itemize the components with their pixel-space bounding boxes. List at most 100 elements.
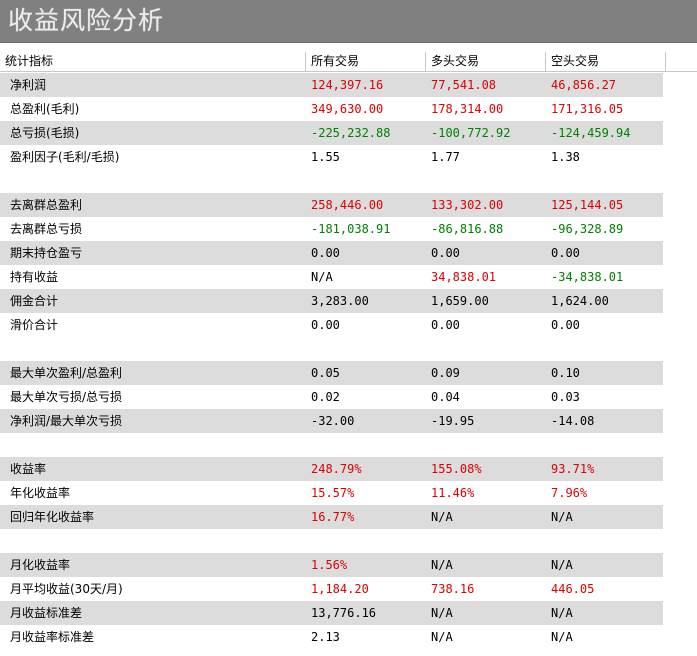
table-row: 滑价合计 0.00 0.00 0.00 (0, 313, 663, 337)
value-short-trades: N/A (551, 558, 573, 572)
value-long-trades: 11.46% (431, 486, 475, 500)
row-label: 月平均收益(30天/月) (10, 582, 123, 596)
value-long-trades: -100,772.92 (431, 126, 511, 140)
table-row: 最大单次亏损/总亏损 0.02 0.04 0.03 (0, 385, 663, 409)
row-label: 持有收益 (10, 270, 59, 284)
value-short-trades: -124,459.94 (551, 126, 631, 140)
value-all-trades: 0.00 (311, 246, 340, 260)
value-short-trades: 125,144.05 (551, 198, 624, 212)
table-row: 持有收益 N/A 34,838.01 -34,838.01 (0, 265, 663, 289)
value-long-trades: 77,541.08 (431, 78, 497, 92)
value-long-trades: 1,659.00 (431, 294, 489, 308)
stats-table-body: 净利润 124,397.16 77,541.08 46,856.27 总盈利(毛利) 34… (0, 73, 697, 649)
value-long-trades: N/A (431, 606, 453, 620)
table-row: 去离群总亏损 -181,038.91 -86,816.88 -96,328.89 (0, 217, 663, 241)
value-long-trades: -19.95 (431, 414, 475, 428)
value-all-trades: N/A (311, 270, 333, 284)
value-all-trades: 258,446.00 (311, 198, 384, 212)
value-all-trades: 15.57% (311, 486, 355, 500)
value-all-trades: 3,283.00 (311, 294, 369, 308)
row-label: 净利润/最大单次亏损 (10, 414, 123, 428)
value-short-trades: 1,624.00 (551, 294, 609, 308)
value-long-trades: 0.00 (431, 318, 460, 332)
value-all-trades: -32.00 (311, 414, 355, 428)
column-header-long-trades[interactable]: 多头交易 (426, 52, 546, 71)
value-all-trades: 0.02 (311, 390, 340, 404)
row-label: 盈利因子(毛利/毛损) (10, 150, 120, 164)
row-label: 佣金合计 (10, 294, 59, 308)
column-header-short-trades[interactable]: 空头交易 (546, 52, 666, 71)
table-row: 期末持仓盈亏 0.00 0.00 0.00 (0, 241, 663, 265)
table-row: 收益率 248.79% 155.08% 93.71% (0, 457, 663, 481)
value-all-trades: 0.05 (311, 366, 340, 380)
table-row: 月平均收益(30天/月) 1,184.20 738.16 446.05 (0, 577, 663, 601)
row-label: 期末持仓盈亏 (10, 246, 83, 260)
value-all-trades: 1.55 (311, 150, 340, 164)
row-label: 净利润 (10, 78, 47, 92)
value-short-trades: 0.10 (551, 366, 580, 380)
table-row: 盈利因子(毛利/毛损) 1.55 1.77 1.38 (0, 145, 663, 169)
table-row: 最大单次盈利/总盈利 0.05 0.09 0.10 (0, 361, 663, 385)
value-short-trades: N/A (551, 606, 573, 620)
spacer-row (0, 529, 663, 553)
row-label: 滑价合计 (10, 318, 59, 332)
value-short-trades: 46,856.27 (551, 78, 617, 92)
row-label: 年化收益率 (10, 486, 71, 500)
row-label: 去离群总亏损 (10, 222, 83, 236)
value-long-trades: 1.77 (431, 150, 460, 164)
title-bar: 收益风险分析 (0, 0, 697, 43)
value-long-trades: N/A (431, 630, 453, 644)
value-short-trades: 93.71% (551, 462, 595, 476)
spacer-row (0, 337, 663, 361)
value-all-trades: -181,038.91 (311, 222, 391, 236)
table-row: 总盈利(毛利) 349,630.00 178,314.00 171,316.05 (0, 97, 663, 121)
row-label: 最大单次亏损/总亏损 (10, 390, 123, 404)
value-all-trades: 1,184.20 (311, 582, 369, 596)
value-all-trades: 0.00 (311, 318, 340, 332)
value-short-trades: N/A (551, 630, 573, 644)
value-long-trades: 0.09 (431, 366, 460, 380)
table-row: 总亏损(毛损) -225,232.88 -100,772.92 -124,459.94 (0, 121, 663, 145)
page-title: 收益风险分析 (8, 6, 165, 35)
table-row: 月收益标准差 13,776.16 N/A N/A (0, 601, 663, 625)
value-long-trades: 0.04 (431, 390, 460, 404)
spacer-row (0, 433, 663, 457)
row-label: 月收益标准差 (10, 606, 83, 620)
value-short-trades: -34,838.01 (551, 270, 624, 284)
column-header-all-trades[interactable]: 所有交易 (306, 52, 426, 71)
value-short-trades: 0.00 (551, 246, 580, 260)
table-row: 佣金合计 3,283.00 1,659.00 1,624.00 (0, 289, 663, 313)
value-short-trades: 171,316.05 (551, 102, 624, 116)
table-row: 月收益率标准差 2.13 N/A N/A (0, 625, 663, 649)
row-label: 收益率 (10, 462, 47, 476)
value-long-trades: 178,314.00 (431, 102, 504, 116)
table-row: 净利润 124,397.16 77,541.08 46,856.27 (0, 73, 663, 97)
table-row: 去离群总盈利 258,446.00 133,302.00 125,144.05 (0, 193, 663, 217)
row-label: 总亏损(毛损) (10, 126, 80, 140)
value-short-trades: 0.00 (551, 318, 580, 332)
value-all-trades: 248.79% (311, 462, 362, 476)
table-row: 净利润/最大单次亏损 -32.00 -19.95 -14.08 (0, 409, 663, 433)
value-short-trades: -14.08 (551, 414, 595, 428)
table-row: 月化收益率 1.56% N/A N/A (0, 553, 663, 577)
value-short-trades: N/A (551, 510, 573, 524)
value-long-trades: 738.16 (431, 582, 475, 596)
row-label: 去离群总盈利 (10, 198, 83, 212)
row-label: 月化收益率 (10, 558, 71, 572)
value-long-trades: 0.00 (431, 246, 460, 260)
value-short-trades: 1.38 (551, 150, 580, 164)
value-all-trades: 16.77% (311, 510, 355, 524)
row-label: 最大单次盈利/总盈利 (10, 366, 123, 380)
value-long-trades: N/A (431, 558, 453, 572)
value-all-trades: 1.56% (311, 558, 348, 572)
value-short-trades: 446.05 (551, 582, 595, 596)
row-label: 总盈利(毛利) (10, 102, 80, 116)
table-header: 统计指标 所有交易 多头交易 空头交易 (0, 52, 697, 72)
value-all-trades: 124,397.16 (311, 78, 384, 92)
table-row: 回归年化收益率 16.77% N/A N/A (0, 505, 663, 529)
column-header-metric[interactable]: 统计指标 (0, 52, 306, 71)
value-all-trades: -225,232.88 (311, 126, 391, 140)
value-long-trades: -86,816.88 (431, 222, 504, 236)
row-label: 月收益率标准差 (10, 630, 95, 644)
value-long-trades: 155.08% (431, 462, 482, 476)
